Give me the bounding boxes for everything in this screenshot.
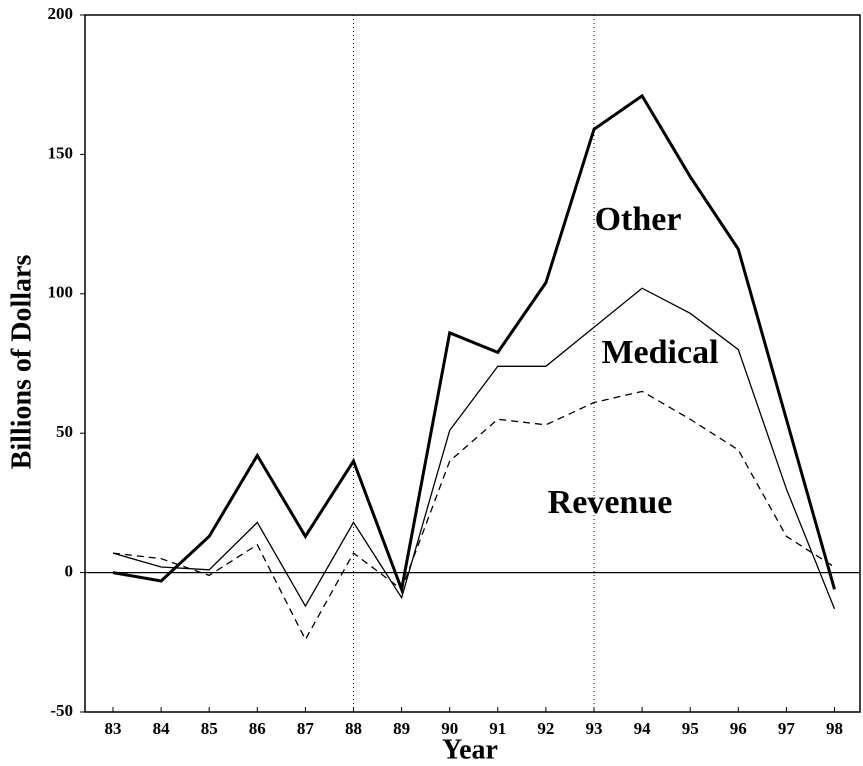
y-tick-label: 100 xyxy=(48,283,74,302)
y-tick-label: 50 xyxy=(56,422,73,441)
x-tick-label: 89 xyxy=(393,719,410,738)
x-tick-label: 97 xyxy=(778,719,796,738)
x-tick-label: 93 xyxy=(586,719,603,738)
series-label: Medical xyxy=(601,334,718,371)
y-tick-label: 0 xyxy=(65,562,74,581)
x-tick-label: 90 xyxy=(441,719,458,738)
x-tick-label: 96 xyxy=(730,719,747,738)
y-tick-label: -50 xyxy=(50,701,73,720)
x-tick-label: 87 xyxy=(297,719,315,738)
y-tick-label: 200 xyxy=(48,4,74,23)
y-axis-title: Billions of Dollars xyxy=(6,255,37,470)
x-axis-title: Year xyxy=(442,734,498,765)
x-tick-label: 94 xyxy=(634,719,652,738)
series-label: Revenue xyxy=(548,484,673,521)
x-tick-label: 98 xyxy=(826,719,843,738)
x-tick-label: 95 xyxy=(682,719,699,738)
series-label: Other xyxy=(595,201,682,238)
x-tick-label: 92 xyxy=(537,719,554,738)
x-tick-label: 88 xyxy=(345,719,362,738)
series-line xyxy=(112,287,836,610)
x-tick-label: 84 xyxy=(153,719,171,738)
series-line xyxy=(112,390,835,641)
series-line xyxy=(112,93,836,595)
x-tick-label: 85 xyxy=(201,719,218,738)
plot-frame xyxy=(84,14,861,713)
x-tick-label: 83 xyxy=(105,719,122,738)
y-tick-label: 150 xyxy=(48,143,74,162)
x-tick-label: 86 xyxy=(249,719,266,738)
x-tick-label: 91 xyxy=(489,719,506,738)
